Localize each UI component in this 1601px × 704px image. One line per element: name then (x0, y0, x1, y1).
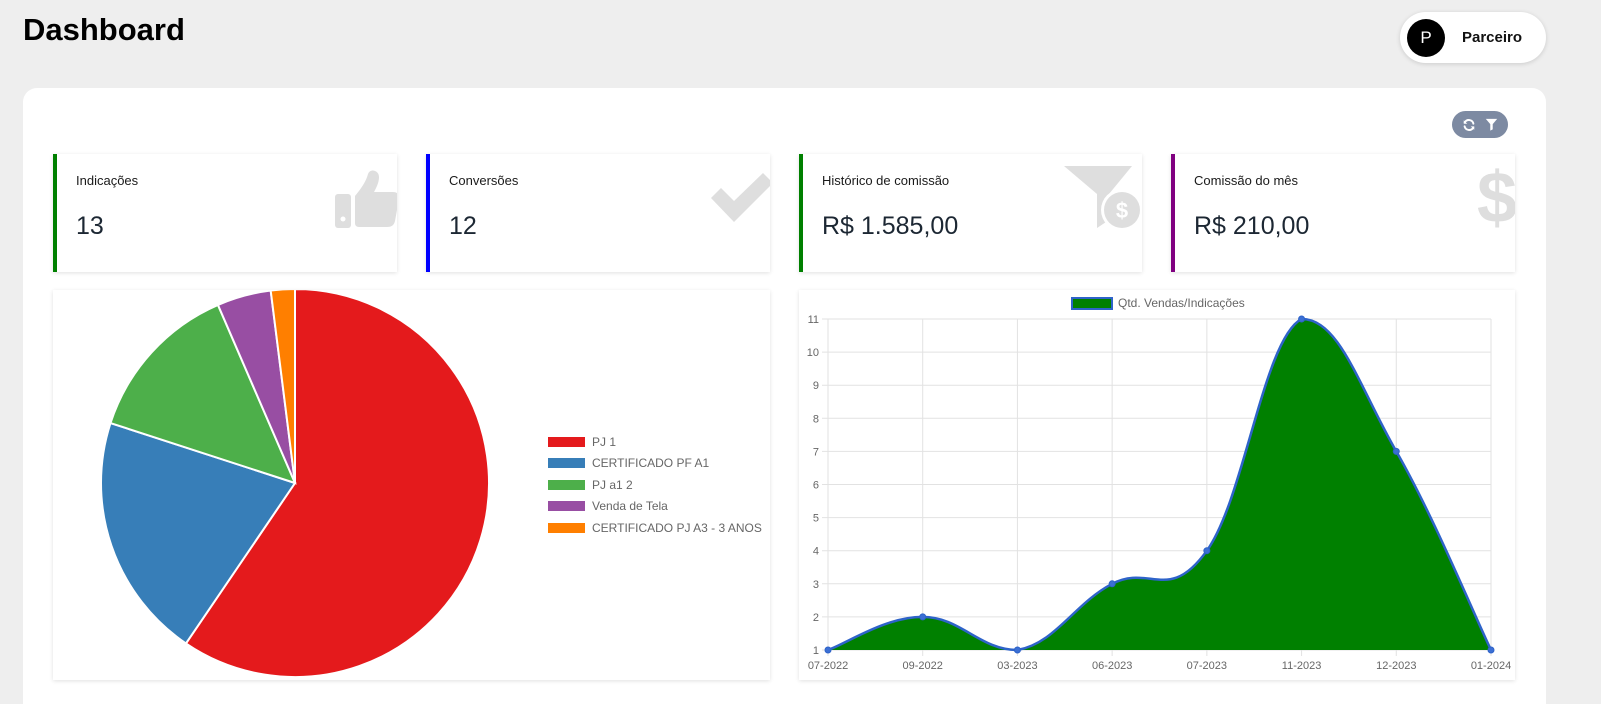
x-tick-label: 07-2023 (1187, 660, 1227, 672)
legend-item[interactable]: Venda de Tela (548, 496, 762, 518)
stat-card-indicacoes: Indicações 13 (53, 154, 397, 272)
x-tick-label: 11-2023 (1282, 660, 1322, 672)
pie-legend: PJ 1 CERTIFICADO PF A1 PJ a1 2 Venda de … (548, 431, 762, 539)
legend-item[interactable]: PJ 1 (548, 431, 762, 453)
data-point[interactable] (1203, 547, 1211, 555)
y-tick-label: 10 (807, 347, 819, 359)
data-point[interactable] (1392, 447, 1400, 455)
pie-slice[interactable] (100, 421, 297, 645)
pie-slice[interactable] (269, 290, 296, 484)
stat-label: Indicações (76, 173, 139, 188)
y-tick-label: 5 (813, 513, 819, 525)
stat-card-comissao-mes: Comissão do mês R$ 210,00 $ (1171, 154, 1515, 272)
data-point[interactable] (824, 646, 832, 654)
pie-slice[interactable] (109, 303, 297, 485)
y-tick-label: 11 (808, 314, 819, 326)
funnel-dollar-icon: $ (1062, 164, 1142, 237)
legend-item[interactable]: CERTIFICADO PF A1 (548, 453, 762, 475)
area-fill (828, 319, 1491, 650)
legend-label: Venda de Tela (592, 499, 668, 514)
y-tick-label: 1 (813, 645, 819, 657)
stat-card-conversoes: Conversões 12 (426, 154, 770, 272)
area-chart-card: Qtd. Vendas/Indicações 1 2 3 4 5 6 7 8 9 10 11 07-2… (799, 290, 1515, 680)
stat-value: 12 (449, 212, 477, 240)
x-tick-label: 01-2024 (1471, 660, 1511, 672)
stat-label: Histórico de comissão (822, 173, 950, 188)
x-tick-label: 06-2023 (1092, 660, 1132, 672)
thumbs-up-icon (335, 164, 397, 235)
stat-label: Conversões (449, 173, 519, 188)
stat-card-historico-comissao: Histórico de comissão R$ 1.585,00 $ (799, 154, 1142, 272)
check-icon (707, 172, 770, 229)
legend-item[interactable]: PJ a1 2 (548, 474, 762, 496)
y-tick-label: 9 (813, 380, 819, 392)
toolbar (1452, 111, 1508, 138)
legend-label: Qtd. Vendas/Indicações (1118, 296, 1245, 310)
stat-label: Comissão do mês (1194, 173, 1299, 188)
legend-label: CERTIFICADO PJ A3 - 3 ANOS (592, 520, 762, 535)
legend-swatch (1071, 296, 1113, 310)
data-point[interactable] (1298, 315, 1306, 323)
x-tick-label: 12-2023 (1376, 660, 1416, 672)
legend-label: PJ a1 2 (592, 477, 633, 492)
dollar-icon: $ (1477, 158, 1515, 238)
area-chart: 1 2 3 4 5 6 7 8 9 10 11 07-2022 09-2022 03-2023 06-202… (807, 314, 1511, 672)
stat-value: R$ 210,00 (1194, 212, 1310, 240)
stat-value: R$ 1.585,00 (822, 212, 959, 240)
y-tick-label: 6 (813, 480, 819, 492)
pie-slice[interactable] (184, 290, 490, 678)
y-tick-label: 2 (813, 612, 819, 624)
page-title: Dashboard (23, 12, 185, 47)
y-tick-label: 4 (813, 546, 819, 558)
svg-text:$: $ (1477, 160, 1515, 232)
x-tick-label: 07-2022 (808, 660, 848, 672)
data-point[interactable] (1487, 646, 1495, 654)
svg-text:$: $ (1116, 198, 1128, 223)
y-tick-label: 7 (813, 446, 819, 458)
legend-label: PJ 1 (592, 434, 617, 449)
legend-item[interactable]: CERTIFICADO PJ A3 - 3 ANOS (548, 517, 762, 539)
data-point[interactable] (1013, 646, 1021, 654)
y-tick-label: 8 (813, 413, 819, 425)
refresh-icon[interactable] (1462, 118, 1476, 132)
user-menu-button[interactable]: P Parceiro (1400, 12, 1546, 63)
y-tick-label: 3 (813, 579, 819, 591)
x-tick-label: 03-2023 (997, 660, 1037, 672)
data-point[interactable] (1108, 580, 1116, 588)
filter-icon[interactable] (1485, 118, 1498, 131)
pie-chart-card: PJ 1 CERTIFICADO PF A1 PJ a1 2 Venda de … (53, 290, 770, 680)
avatar: P (1407, 18, 1445, 57)
x-tick-label: 09-2022 (903, 660, 943, 672)
line-legend[interactable]: Qtd. Vendas/Indicações (1071, 296, 1245, 310)
legend-label: CERTIFICADO PF A1 (592, 456, 710, 471)
user-name: Parceiro (1462, 29, 1523, 46)
data-point[interactable] (919, 613, 927, 621)
pie-chart (100, 290, 490, 678)
stat-value: 13 (76, 212, 104, 240)
